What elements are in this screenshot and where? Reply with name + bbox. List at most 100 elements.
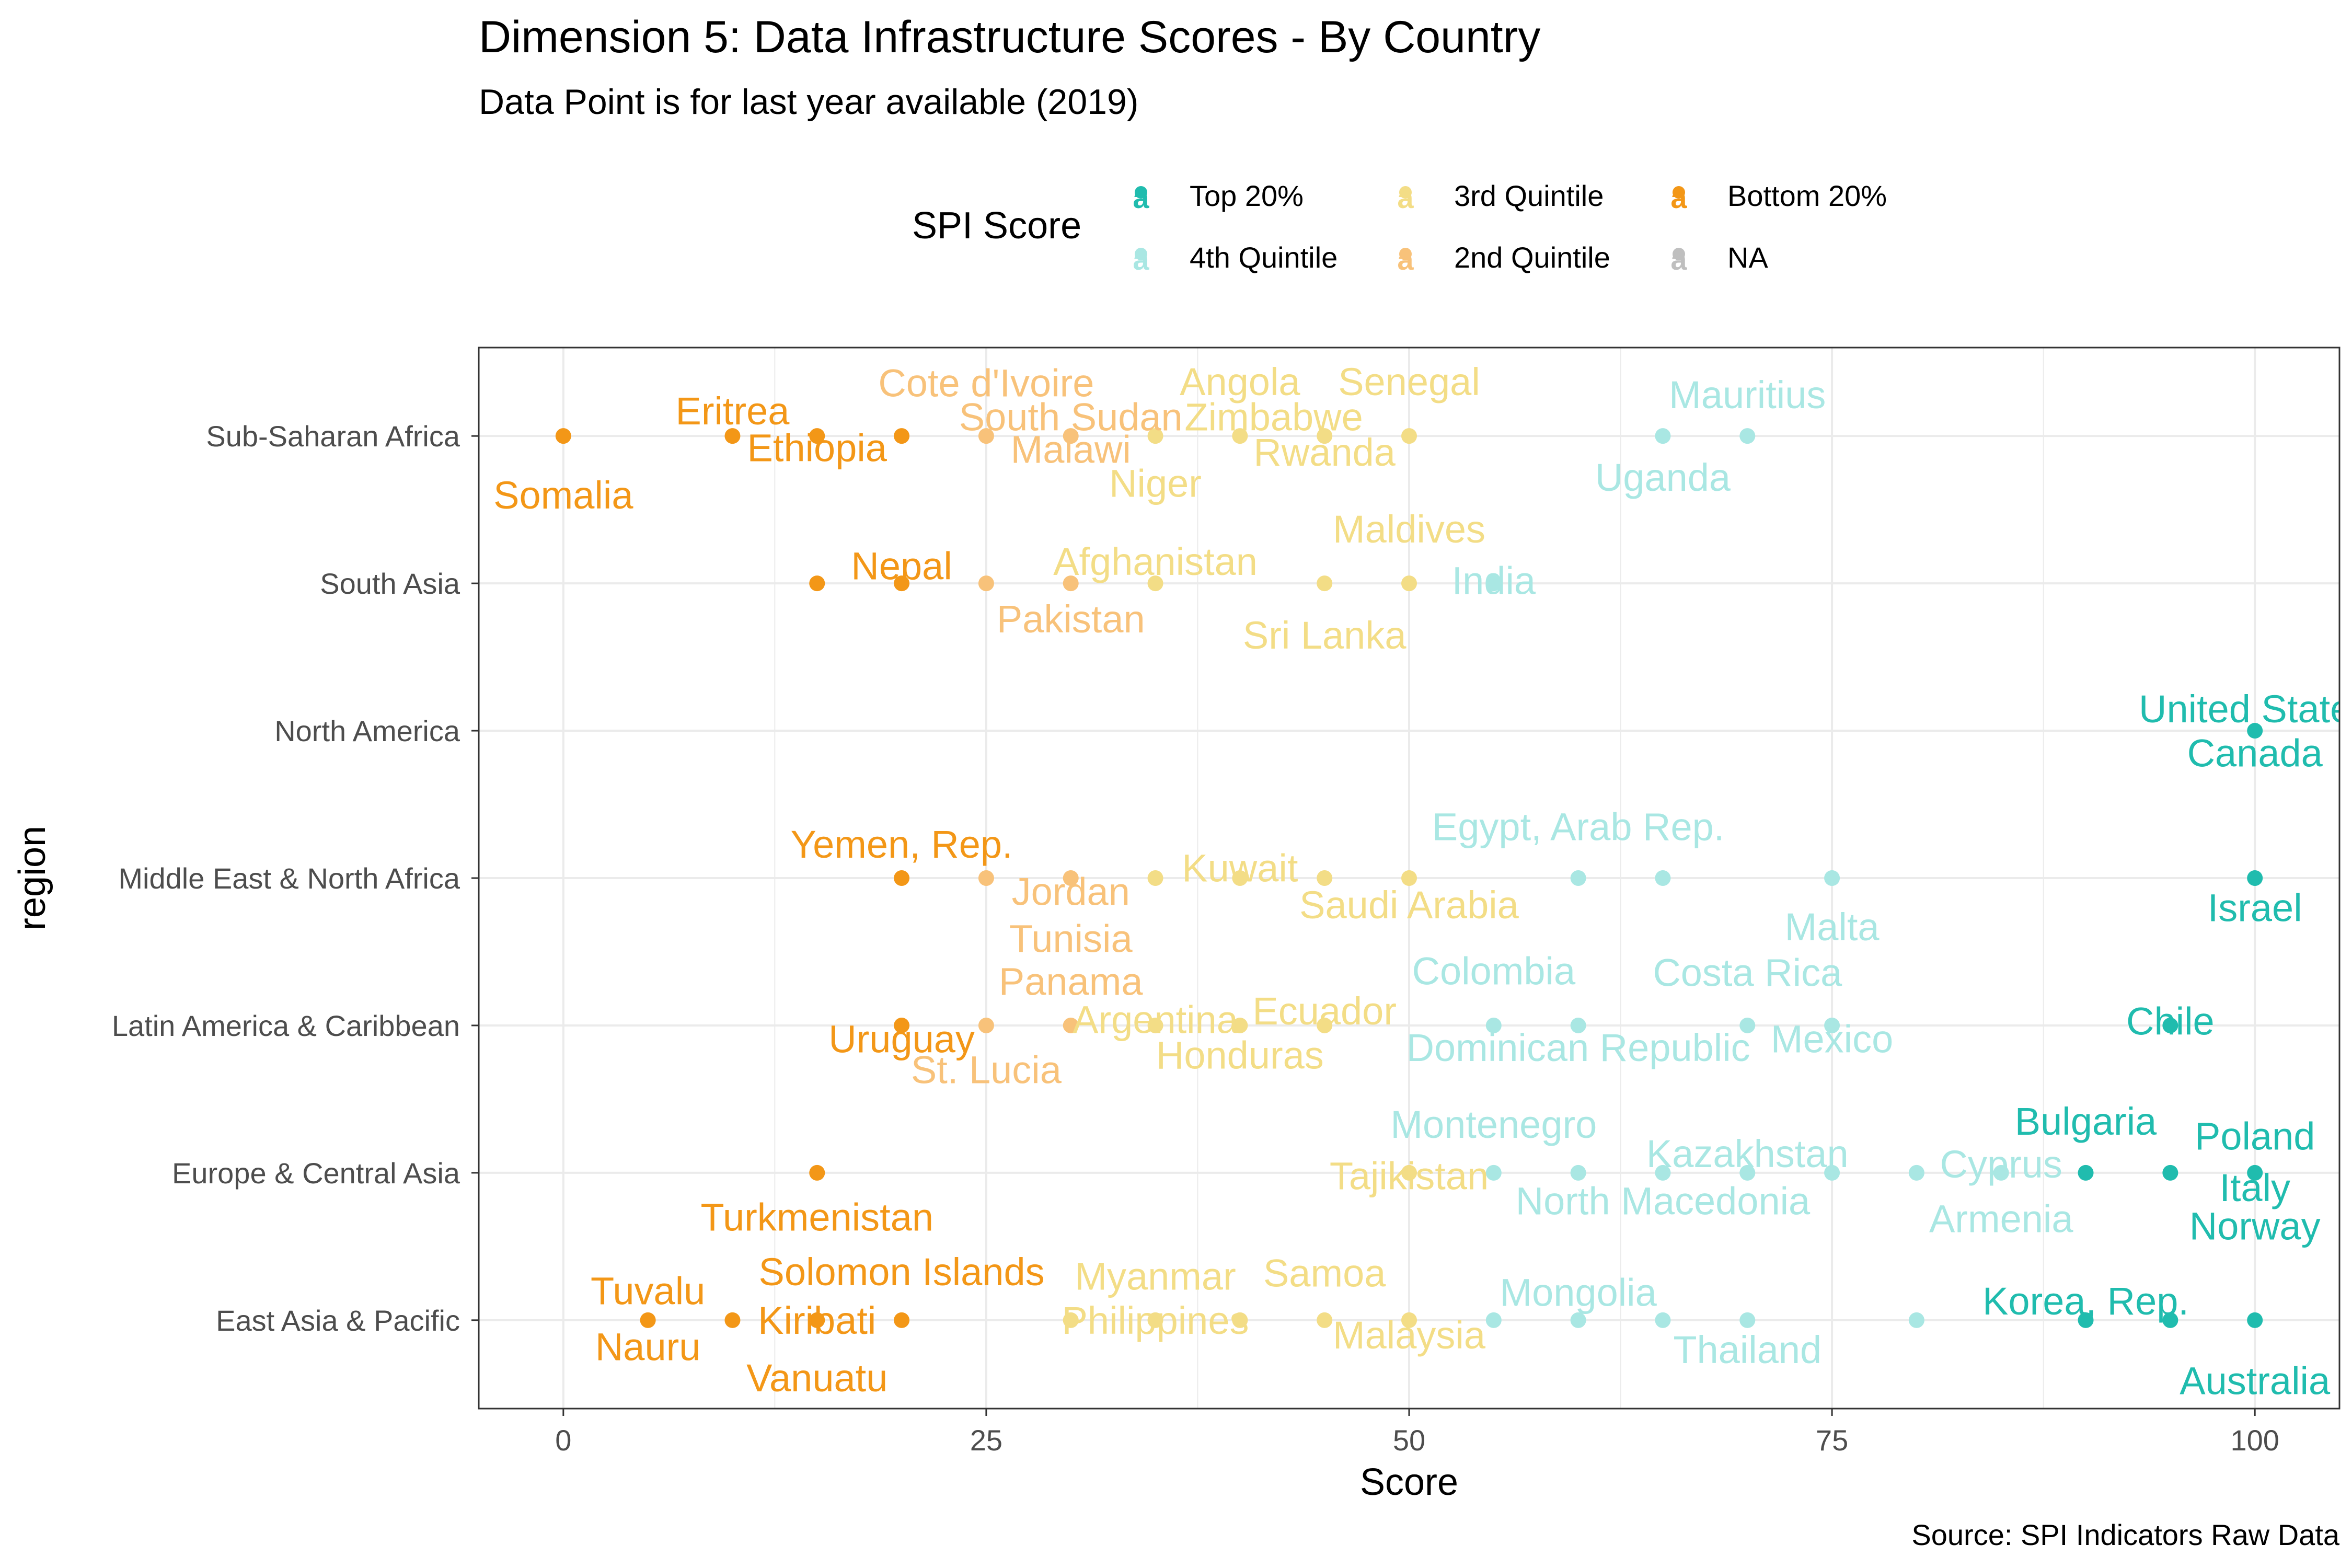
data-point bbox=[1401, 1165, 1417, 1181]
data-point bbox=[2162, 1165, 2178, 1181]
data-point bbox=[809, 428, 825, 444]
data-point bbox=[809, 1165, 825, 1181]
point-label: Angola bbox=[1180, 360, 1300, 403]
point-label: Kuwait bbox=[1182, 846, 1298, 890]
point-label: Saudi Arabia bbox=[1299, 883, 1519, 927]
data-point bbox=[1401, 428, 1417, 444]
data-point bbox=[1570, 870, 1586, 886]
legend-key-glyph: a bbox=[1397, 181, 1414, 214]
point-label: Vanuatu bbox=[746, 1356, 887, 1400]
data-point bbox=[1063, 1312, 1079, 1328]
x-axis: 0 25 50 75 100 bbox=[555, 1409, 2279, 1457]
legend-key-point bbox=[1399, 186, 1412, 199]
point-label: India bbox=[1452, 559, 1536, 602]
point-label: Costa Rica bbox=[1653, 951, 1842, 994]
legend-entry-bottom_20: Bottom 20% bbox=[1727, 179, 1887, 212]
x-tick-label: 25 bbox=[970, 1424, 1002, 1457]
data-point bbox=[2162, 1312, 2178, 1328]
y-tick-label: Middle East & North Africa bbox=[118, 862, 460, 895]
data-point bbox=[978, 428, 994, 444]
point-label: South Sudan bbox=[959, 396, 1183, 439]
data-point bbox=[1317, 428, 1333, 444]
data-point bbox=[1739, 1165, 1756, 1181]
x-tick-label: 50 bbox=[1393, 1424, 1425, 1457]
point-label: Tuvalu bbox=[591, 1269, 705, 1312]
data-point bbox=[1739, 1017, 1756, 1033]
data-point bbox=[1317, 1312, 1333, 1328]
legend-key-point bbox=[1673, 186, 1685, 199]
data-point bbox=[724, 1312, 741, 1328]
y-tick-label: Sub-Saharan Africa bbox=[206, 420, 460, 453]
data-point bbox=[724, 428, 741, 444]
data-point bbox=[1739, 1312, 1756, 1328]
point-label: Turkmenistan bbox=[701, 1195, 934, 1239]
point-label: Philippines bbox=[1062, 1299, 1249, 1342]
point-label: Somalia bbox=[493, 474, 633, 517]
point-label: Tunisia bbox=[1009, 917, 1133, 961]
legend-entry-quintile_2: 2nd Quintile bbox=[1454, 241, 1610, 274]
data-point bbox=[1485, 1017, 1502, 1033]
legend-entry-quintile_3: 3rd Quintile bbox=[1454, 179, 1604, 212]
point-label: Nepal bbox=[851, 544, 952, 587]
data-point bbox=[894, 1312, 910, 1328]
data-point bbox=[2247, 870, 2263, 886]
point-label: Malaysia bbox=[1333, 1313, 1486, 1357]
data-point bbox=[2247, 1165, 2263, 1181]
data-point bbox=[2078, 1165, 2094, 1181]
data-point bbox=[894, 870, 910, 886]
legend-entry-top_20: Top 20% bbox=[1190, 179, 1304, 212]
data-point bbox=[1570, 1312, 1586, 1328]
grid bbox=[479, 348, 2339, 1409]
y-tick-label: Latin America & Caribbean bbox=[112, 1009, 460, 1042]
data-point bbox=[1063, 428, 1079, 444]
point-label: Montenegro bbox=[1390, 1103, 1597, 1146]
data-point bbox=[1232, 428, 1248, 444]
data-point bbox=[1401, 870, 1417, 886]
data-point bbox=[1317, 1017, 1333, 1033]
y-tick-label: East Asia & Pacific bbox=[216, 1304, 460, 1337]
point-label: Ecuador bbox=[1252, 989, 1397, 1033]
data-point bbox=[1485, 1312, 1502, 1328]
data-point bbox=[1401, 1312, 1417, 1328]
data-point bbox=[2247, 723, 2263, 739]
point-label: Thailand bbox=[1673, 1328, 1821, 1371]
point-label: Kiribati bbox=[758, 1299, 876, 1342]
legend-key-point bbox=[1135, 248, 1147, 260]
point-label: Nauru bbox=[595, 1325, 701, 1369]
chart-subtitle: Data Point is for last year available (2… bbox=[479, 82, 1138, 122]
legend-entry-quintile_4: 4th Quintile bbox=[1190, 241, 1338, 274]
data-point bbox=[1739, 428, 1756, 444]
data-point bbox=[1485, 1165, 1502, 1181]
data-point bbox=[555, 428, 571, 444]
data-point bbox=[1655, 428, 1671, 444]
x-tick-label: 0 bbox=[555, 1424, 571, 1457]
y-axis: East Asia & Pacific Europe & Central Asia… bbox=[112, 420, 479, 1337]
point-label: Yemen, Rep. bbox=[791, 823, 1013, 866]
data-point bbox=[1485, 575, 1502, 592]
point-label: Cyprus bbox=[1940, 1143, 2062, 1186]
point-label: Panama bbox=[999, 960, 1143, 1003]
point-label: Australia bbox=[2180, 1359, 2331, 1402]
y-tick-label: Europe & Central Asia bbox=[172, 1157, 460, 1190]
point-label: Niger bbox=[1109, 462, 1202, 505]
x-axis-label: Score bbox=[1360, 1461, 1458, 1503]
data-point bbox=[1655, 870, 1671, 886]
legend-key-glyph: a bbox=[1133, 181, 1149, 214]
point-label: United States bbox=[2139, 687, 2352, 731]
point-label: Afghanistan bbox=[1053, 540, 1258, 583]
data-point bbox=[1147, 870, 1163, 886]
data-point bbox=[1232, 870, 1248, 886]
point-label: Chile bbox=[2126, 999, 2215, 1043]
point-label: Mongolia bbox=[1500, 1271, 1657, 1314]
legend-key-point bbox=[1135, 186, 1147, 199]
point-label: Argentina bbox=[1073, 998, 1239, 1042]
data-point bbox=[978, 870, 994, 886]
y-axis-label: region bbox=[11, 826, 53, 930]
point-label: Israel bbox=[2208, 886, 2302, 929]
point-label: Sri Lanka bbox=[1243, 614, 1406, 657]
chart-title: Dimension 5: Data Infrastructure Scores … bbox=[479, 12, 1540, 62]
point-label: Malawi bbox=[1011, 428, 1131, 471]
data-point bbox=[2247, 1312, 2263, 1328]
